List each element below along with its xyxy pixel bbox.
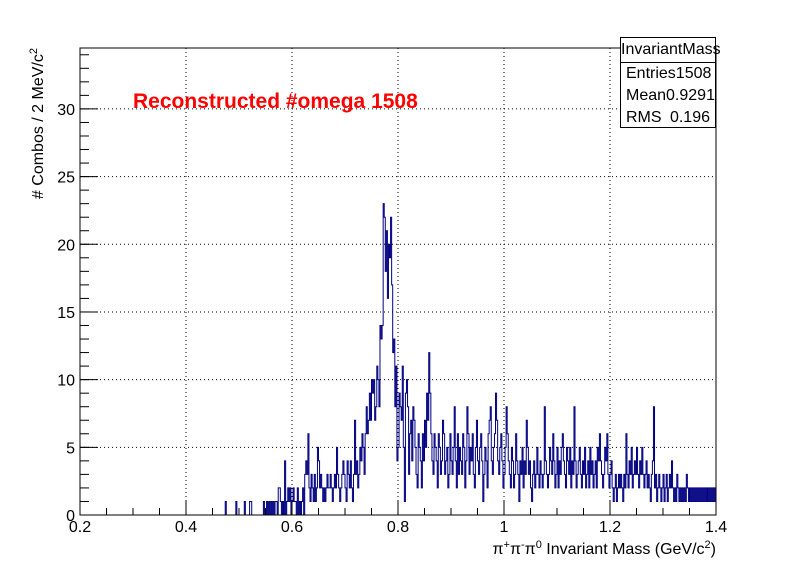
y-axis-label: # Combos / 2 MeV/c2: [28, 48, 47, 199]
stats-mean-value: 0.9291: [666, 87, 715, 104]
y-axis-ticks: 0 5 10 15 20 25 30: [57, 54, 98, 525]
stats-row-entries: Entries 1508: [621, 63, 715, 85]
x-tick-label: 1: [500, 519, 509, 536]
stats-row-mean: Mean 0.9291: [621, 85, 715, 107]
y-tick-label: 0: [66, 508, 75, 525]
stats-rms-value: 0.196: [669, 109, 710, 126]
stats-entries-label: Entries: [626, 65, 676, 82]
x-tick-label: 0.6: [281, 519, 303, 536]
y-tick-label: 15: [57, 305, 75, 322]
x-axis-ticks: 0.2 0.4 0.6 0.8 1 1.2 1.4: [69, 501, 727, 536]
stats-entries-value: 1508: [675, 65, 712, 82]
stats-box: InvariantMass Entries 1508 Mean 0.9291 R…: [620, 37, 721, 129]
chart-annotation: Reconstructed #omega 1508: [133, 90, 418, 113]
stats-rms-label: RMS: [626, 109, 662, 126]
y-tick-label: 5: [66, 440, 75, 457]
stats-title: InvariantMass: [621, 38, 721, 63]
x-tick-label: 0.8: [387, 519, 409, 536]
x-axis-label: π+π-π0 Invariant Mass (GeV/c2): [492, 539, 716, 558]
histogram-series: [80, 203, 717, 516]
stats-row-rms: RMS 0.196: [621, 107, 715, 129]
x-tick-label: 0.2: [69, 519, 91, 536]
x-tick-label: 0.4: [175, 519, 197, 536]
y-tick-label: 10: [57, 373, 75, 390]
y-tick-label: 25: [57, 170, 75, 187]
y-tick-label: 20: [57, 237, 75, 254]
x-tick-label: 1.4: [705, 519, 727, 536]
y-tick-label: 30: [57, 102, 75, 119]
x-tick-label: 1.2: [599, 519, 621, 536]
stats-mean-label: Mean: [626, 87, 667, 104]
